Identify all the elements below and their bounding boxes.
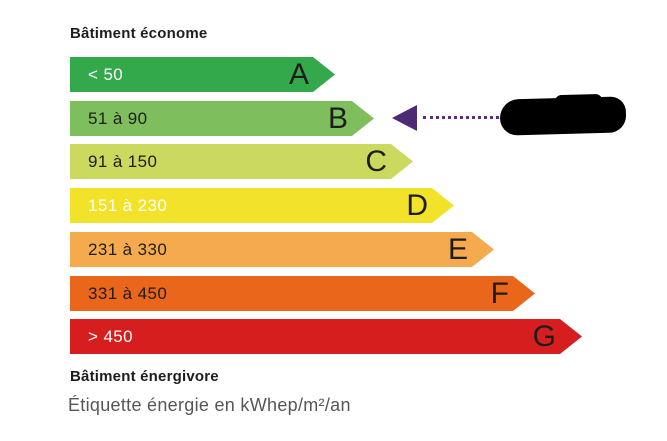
energy-band: 151 à 230 D xyxy=(70,188,454,223)
energy-hungry-building-label: Bâtiment énergivore xyxy=(70,368,219,385)
band-letter: C xyxy=(365,144,387,178)
band-letter: D xyxy=(406,188,428,222)
rating-marker-dotted-line xyxy=(423,116,499,119)
energy-band: 51 à 90 B xyxy=(70,101,374,136)
band-letter: A xyxy=(288,57,309,91)
energy-band: 231 à 330 E xyxy=(70,232,494,267)
rating-marker-arrow-icon xyxy=(392,105,417,131)
economical-building-label: Bâtiment économe xyxy=(70,25,208,42)
energy-band: > 450 G xyxy=(70,319,582,354)
band-letter: B xyxy=(327,101,348,135)
band-range-label: 51 à 90 xyxy=(88,108,148,128)
band-letter: G xyxy=(532,319,556,353)
energy-band: 331 à 450 F xyxy=(70,276,535,311)
band-range-label: 331 à 450 xyxy=(88,283,168,303)
energy-label-caption: Étiquette énergie en kWhep/m²/an xyxy=(68,395,351,415)
band-range-label: 91 à 150 xyxy=(88,151,158,171)
energy-band: 91 à 150 C xyxy=(70,144,413,179)
redacted-value-blob xyxy=(499,96,627,136)
energy-band: < 50 A xyxy=(70,57,335,92)
band-range-label: 151 à 230 xyxy=(88,195,168,215)
band-range-label: > 450 xyxy=(88,326,134,346)
band-range-label: < 50 xyxy=(88,64,124,84)
band-letter: E xyxy=(447,232,468,266)
band-letter: F xyxy=(490,276,509,310)
band-range-label: 231 à 330 xyxy=(88,239,168,259)
